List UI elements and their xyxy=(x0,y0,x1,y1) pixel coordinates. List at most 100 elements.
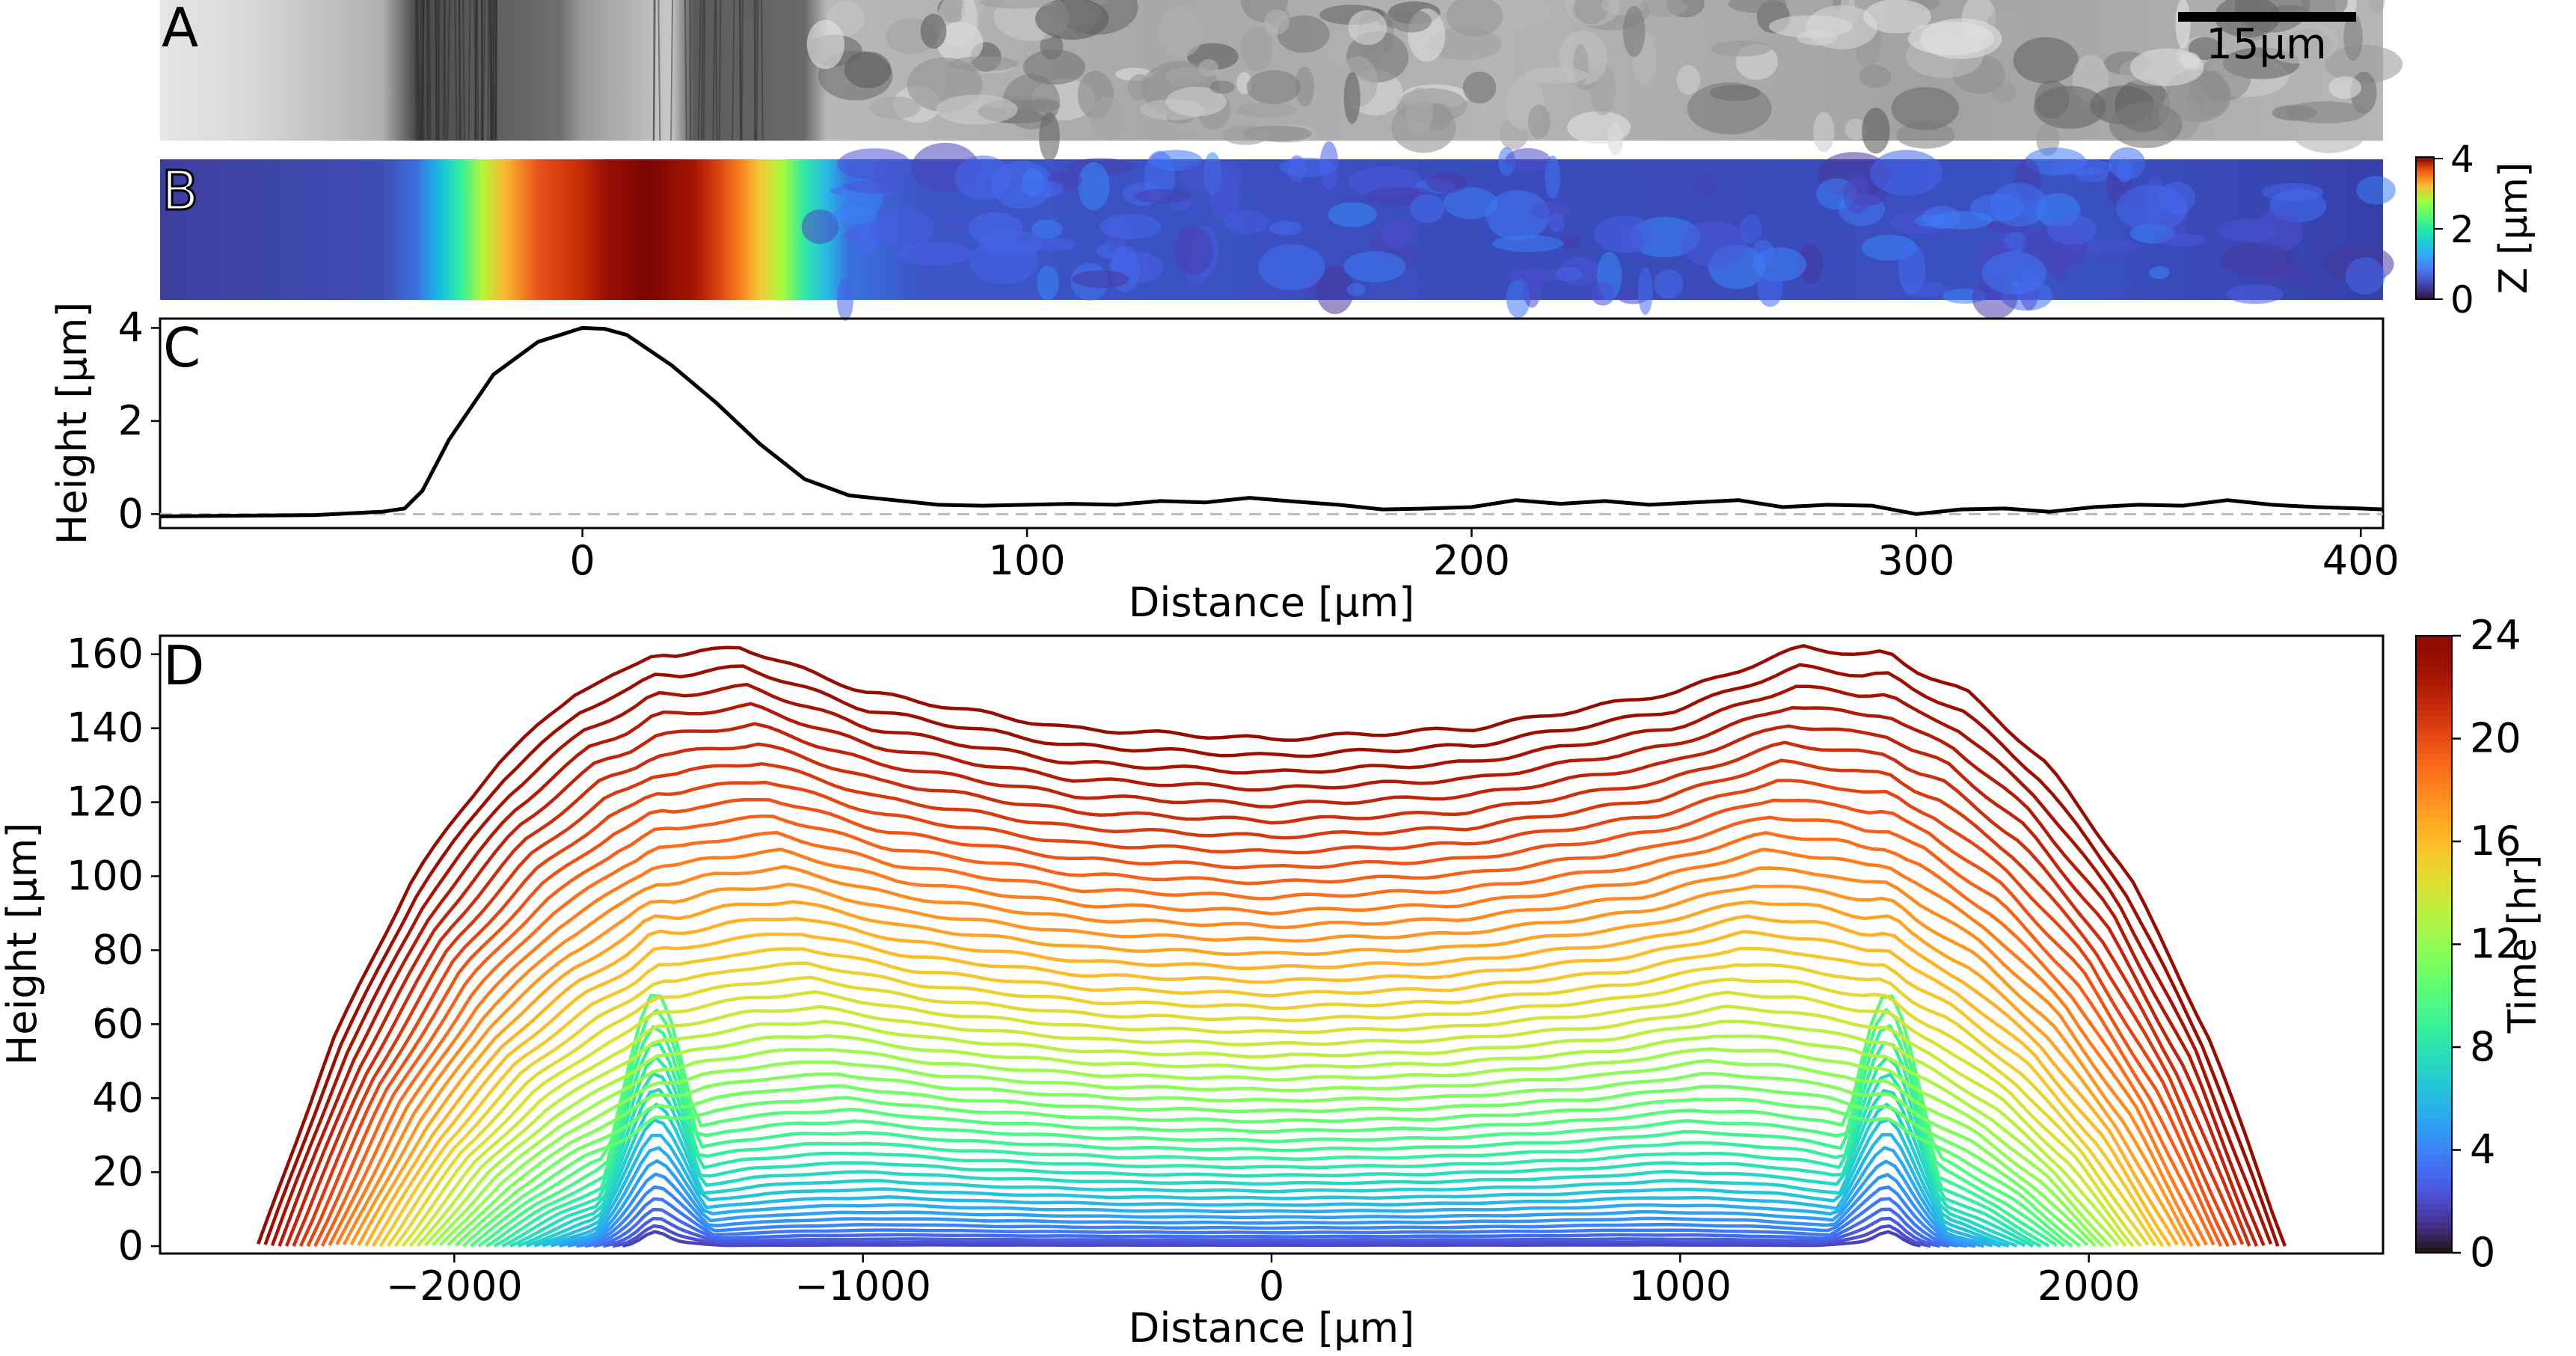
y-tick-label: 140 xyxy=(67,705,144,752)
micrograph-grain xyxy=(1089,96,1126,140)
micrograph-striation xyxy=(417,0,420,141)
micrograph-striation xyxy=(715,0,718,141)
heightmap-grain xyxy=(1696,175,1714,196)
panel-a-micrograph: 15μm A xyxy=(160,0,2403,162)
time-profile-line xyxy=(447,1071,2097,1248)
micrograph-striation xyxy=(739,0,742,141)
colorbar-d-segment xyxy=(2416,1160,2452,1168)
micrograph-striation xyxy=(454,0,458,141)
profile-line xyxy=(159,325,2384,518)
time-profile-line xyxy=(470,993,2073,1248)
colorbar-d-segment xyxy=(2416,1240,2452,1248)
micrograph-grain xyxy=(960,0,978,42)
heightmap-grain xyxy=(1258,244,1325,291)
y-tick-label: 4 xyxy=(118,304,144,351)
colorbar-d-segment xyxy=(2416,1055,2452,1063)
colorbar-d-segment xyxy=(2416,851,2452,859)
heightmap-grain xyxy=(1037,265,1059,301)
colorbar-d-segment xyxy=(2416,790,2452,797)
heightmap-grain xyxy=(978,229,1043,257)
micrograph-grain xyxy=(1527,104,1551,139)
colorbar-d-segment xyxy=(2416,1185,2452,1192)
micrograph-striation xyxy=(657,0,661,141)
heightmap-grain xyxy=(1072,270,1129,289)
colorbar-d-segment xyxy=(2416,1098,2452,1105)
colorbar-d-segment xyxy=(2416,691,2452,699)
colorbar-d-segment xyxy=(2416,963,2452,970)
x-tick-label: −2000 xyxy=(386,1263,523,1310)
colorbar-d-segment xyxy=(2416,957,2452,964)
heightmap-grain xyxy=(2356,176,2396,205)
micrograph-striation xyxy=(491,0,495,141)
micrograph-grain xyxy=(1157,6,1203,58)
micrograph-grain xyxy=(2325,45,2403,84)
time-profile-line xyxy=(559,1159,1984,1248)
heightmap-grain xyxy=(1410,194,1445,223)
micrograph-striation xyxy=(754,0,757,141)
time-profile-line xyxy=(320,814,2223,1248)
y-tick-label: 0 xyxy=(118,490,144,537)
micrograph-grain xyxy=(1844,118,1867,141)
heightmap-grain xyxy=(1990,182,2048,227)
heightmap-grain xyxy=(1492,235,1564,252)
colorbar-d-segment xyxy=(2416,759,2452,767)
time-profile-line xyxy=(454,1084,2089,1247)
micrograph-grain xyxy=(2034,85,2106,129)
micrograph-striation xyxy=(697,0,702,141)
colorbar-d-segment xyxy=(2416,814,2452,822)
x-axis-label: Distance [μm] xyxy=(1129,1304,1414,1352)
heightmap-grain xyxy=(2072,239,2142,254)
colorbar-d-segment xyxy=(2416,784,2452,791)
time-profile-line xyxy=(593,1207,1950,1248)
micrograph-striation xyxy=(712,0,716,141)
heightmap-grain xyxy=(1328,202,1377,227)
colorbar-d-segment xyxy=(2416,925,2452,933)
colorbar-d-segment xyxy=(2416,802,2452,809)
colorbar-d-segment xyxy=(2416,919,2452,927)
colorbar-d-segment xyxy=(2416,740,2452,748)
colorbar-d-segment xyxy=(2416,1049,2452,1056)
colorbar-d-segment xyxy=(2416,1246,2452,1254)
heightmap-grain xyxy=(1100,214,1162,240)
colorbar-d-segment xyxy=(2416,981,2452,989)
colorbar-d-segment xyxy=(2416,1111,2452,1118)
y-tick-label: 0 xyxy=(118,1222,144,1269)
scale-bar xyxy=(2178,12,2356,22)
time-profile-line xyxy=(517,1087,2026,1248)
colorbar-d-segment xyxy=(2416,1166,2452,1174)
micrograph-grain xyxy=(1427,27,1502,61)
time-profile-line xyxy=(270,682,2273,1247)
colorbar-b-tick-label: 4 xyxy=(2450,138,2474,181)
colorbar-b xyxy=(2415,156,2435,300)
heightmap-grain xyxy=(2117,159,2132,183)
colorbar-b-ticks: 0 2 4 xyxy=(2434,138,2474,322)
colorbar-d-label: Time [hr] xyxy=(2500,855,2545,1034)
micrograph-grain xyxy=(1862,108,1890,154)
colorbar-b-tick-label: 2 xyxy=(2450,208,2474,251)
time-profile-line xyxy=(263,663,2280,1247)
y-tick-label: 20 xyxy=(92,1148,144,1195)
heightmap-grain xyxy=(1590,282,1616,306)
time-profile-line xyxy=(416,1019,2127,1248)
time-profile-line xyxy=(306,779,2237,1248)
colorbar-d-segment xyxy=(2416,932,2452,939)
micrograph-grain xyxy=(2175,0,2191,49)
colorbar-d-segment xyxy=(2416,913,2452,921)
micrograph-grain xyxy=(1622,5,1646,58)
y-tick-label: 2 xyxy=(118,397,144,444)
colorbar-d-segment xyxy=(2416,1141,2452,1149)
colorbar-d-segment xyxy=(2416,765,2452,773)
colorbar-d-segment xyxy=(2416,845,2452,853)
heightmap-grain xyxy=(2345,257,2385,295)
colorbar-d-segment xyxy=(2416,1129,2452,1137)
micrograph-grain xyxy=(1241,25,1273,71)
micrograph-grain xyxy=(2328,76,2362,99)
y-tick-label: 60 xyxy=(92,1000,144,1047)
micrograph-striation xyxy=(732,0,735,141)
micrograph-grain xyxy=(1907,22,1994,55)
micrograph-grain xyxy=(1019,99,1061,112)
colorbar-d-segment xyxy=(2416,666,2452,674)
heightmap-grain xyxy=(1223,210,1269,235)
x-tick-label: −1000 xyxy=(794,1263,931,1310)
micrograph-grain xyxy=(1768,15,1853,38)
